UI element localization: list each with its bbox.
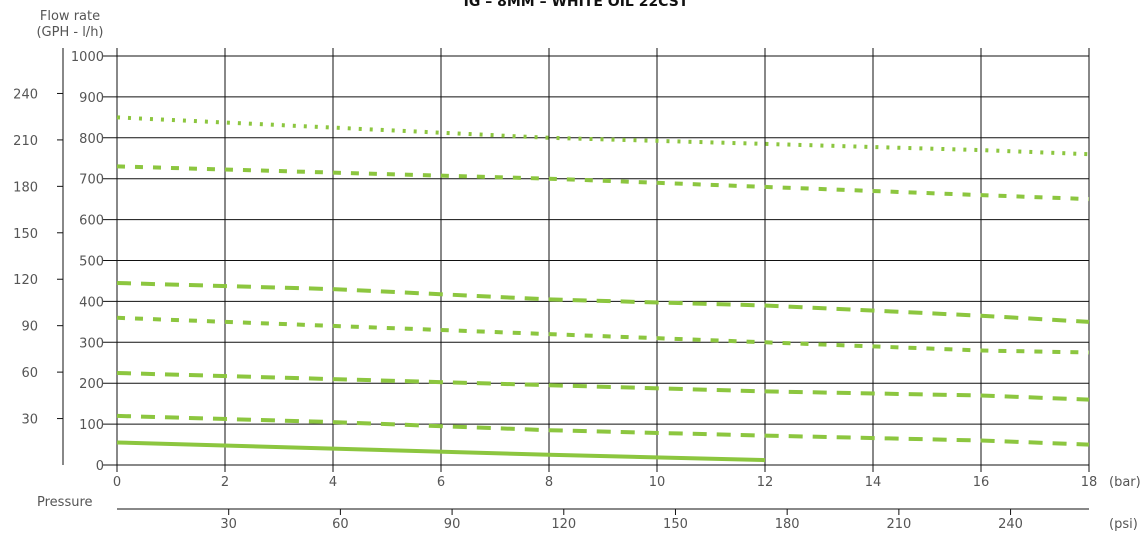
x-unit-psi: (psi) <box>1109 517 1138 532</box>
x-tick-label-psi: 150 <box>663 517 688 532</box>
x-tick-label-bar: 18 <box>1081 475 1098 490</box>
x-tick-label-bar: 10 <box>649 475 666 490</box>
x-tick-label-psi: 120 <box>551 517 576 532</box>
y-tick-label-gph: 120 <box>13 273 38 288</box>
y-tick-label-lh: 100 <box>79 418 104 433</box>
y-tick-label-gph: 210 <box>13 134 38 149</box>
y-axis-label-line-2: (GPH - l/h) <box>36 25 103 40</box>
x-tick-label-psi: 30 <box>220 517 237 532</box>
y-tick-label-gph: 150 <box>13 227 38 242</box>
y-tick-label-lh: 300 <box>79 336 104 351</box>
x-tick-label-bar: 14 <box>865 475 882 490</box>
series-line-6 <box>116 413 1090 447</box>
series-line-2 <box>116 164 1090 202</box>
x-tick-label-bar: 4 <box>329 475 337 490</box>
y-tick-label-gph: 30 <box>21 413 38 428</box>
y-tick-label-lh: 800 <box>79 132 104 147</box>
x-tick-label-psi: 60 <box>332 517 349 532</box>
y-axis-label-line-1: Flow rate <box>40 9 100 24</box>
x-tick-label-psi: 210 <box>886 517 911 532</box>
y-tick-label-lh: 600 <box>79 214 104 229</box>
y-tick-label-lh: 900 <box>79 91 104 106</box>
y-tick-label-lh: 0 <box>96 459 104 474</box>
chart-title: IG – 8MM – WHITE OIL 22CST <box>464 0 689 10</box>
series-line-1 <box>116 115 1090 157</box>
x-axis-label: Pressure <box>37 495 93 510</box>
series-line-7 <box>116 440 766 463</box>
series-line-4 <box>116 315 1090 355</box>
y-tick-label-gph: 240 <box>13 87 38 102</box>
series-line-3 <box>116 281 1090 324</box>
x-tick-label-bar: 16 <box>973 475 990 490</box>
x-tick-label-psi: 90 <box>444 517 461 532</box>
series-group <box>116 115 1090 463</box>
grid <box>103 48 1090 472</box>
y-tick-label-lh: 500 <box>79 255 104 270</box>
tick-labels: 0 100 200 300 400 500 600 700 800 900 1000 0 2 4 6 8 10 1… <box>13 50 1097 532</box>
x-tick-label-bar: 0 <box>113 475 121 490</box>
y-tick-label-gph: 60 <box>21 366 38 381</box>
x-tick-label-bar: 6 <box>437 475 445 490</box>
y-tick-label-gph: 180 <box>13 180 38 195</box>
y-tick-label-gph: 90 <box>21 320 38 335</box>
y-tick-label-lh: 400 <box>79 295 104 310</box>
series-line-5 <box>116 371 1090 402</box>
x-tick-label-bar: 2 <box>221 475 229 490</box>
y-tick-label-lh: 200 <box>79 377 104 392</box>
x-tick-label-psi: 180 <box>775 517 800 532</box>
y-tick-label-lh: 1000 <box>71 50 104 65</box>
x-tick-label-psi: 240 <box>998 517 1023 532</box>
x-tick-label-bar: 8 <box>545 475 553 490</box>
y-tick-label-lh: 700 <box>79 173 104 188</box>
x-tick-label-bar: 12 <box>757 475 774 490</box>
x-unit-bar: (bar) <box>1109 475 1141 490</box>
